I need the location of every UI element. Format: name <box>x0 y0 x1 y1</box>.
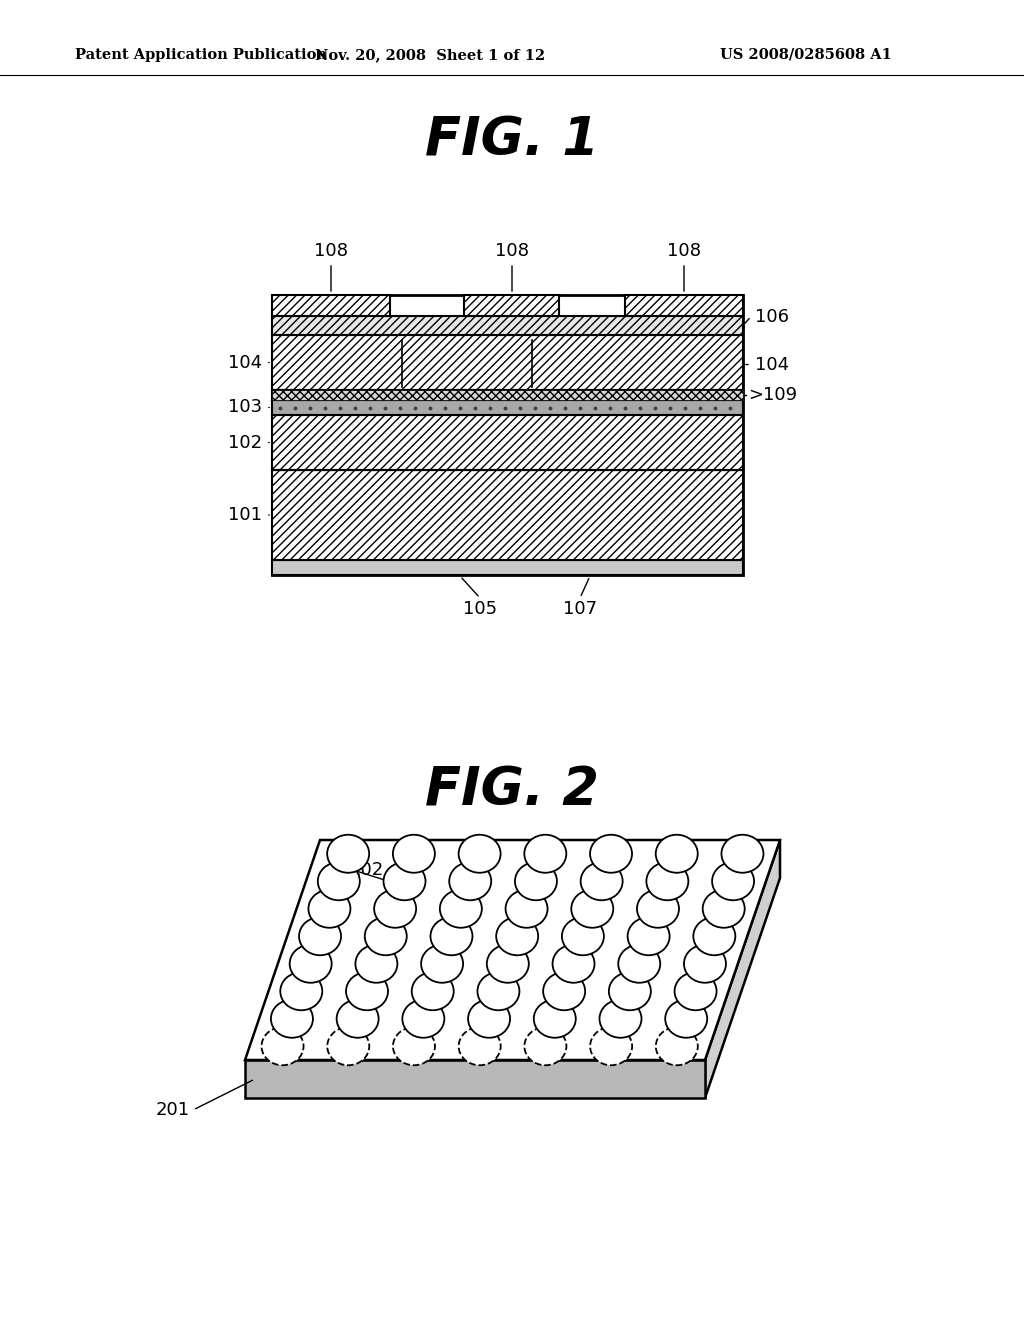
Ellipse shape <box>693 917 735 956</box>
Bar <box>272 294 390 315</box>
Ellipse shape <box>590 834 632 873</box>
Ellipse shape <box>655 1027 697 1065</box>
Bar <box>464 294 559 315</box>
Ellipse shape <box>317 862 359 900</box>
Text: US 2008/0285608 A1: US 2008/0285608 A1 <box>720 48 892 62</box>
Ellipse shape <box>599 999 641 1038</box>
Ellipse shape <box>328 1027 370 1065</box>
Ellipse shape <box>450 862 492 900</box>
Ellipse shape <box>562 917 604 956</box>
Polygon shape <box>245 840 780 1060</box>
Ellipse shape <box>281 973 323 1010</box>
Bar <box>272 414 743 470</box>
Text: 102: 102 <box>228 433 262 451</box>
Text: 105: 105 <box>463 601 497 618</box>
Ellipse shape <box>459 1027 501 1065</box>
Ellipse shape <box>271 999 313 1038</box>
Text: Nov. 20, 2008  Sheet 1 of 12: Nov. 20, 2008 Sheet 1 of 12 <box>314 48 545 62</box>
Ellipse shape <box>440 890 482 928</box>
Ellipse shape <box>430 917 472 956</box>
Polygon shape <box>245 1060 705 1098</box>
Ellipse shape <box>590 1027 632 1065</box>
Ellipse shape <box>524 834 566 873</box>
Ellipse shape <box>299 917 341 956</box>
Polygon shape <box>705 840 780 1098</box>
Text: >109: >109 <box>748 385 797 404</box>
Text: 202: 202 <box>350 861 384 879</box>
Text: 201: 201 <box>156 1101 190 1119</box>
Ellipse shape <box>534 999 575 1038</box>
Ellipse shape <box>261 1027 303 1065</box>
Ellipse shape <box>468 999 510 1038</box>
Ellipse shape <box>646 862 688 900</box>
Ellipse shape <box>655 834 697 873</box>
Ellipse shape <box>702 890 744 928</box>
Text: 108: 108 <box>495 242 529 260</box>
Bar <box>272 470 743 560</box>
Bar <box>272 315 743 335</box>
Text: 106: 106 <box>755 308 790 326</box>
Bar <box>272 389 743 400</box>
Ellipse shape <box>290 945 332 983</box>
Text: 104: 104 <box>228 354 262 371</box>
Bar <box>272 400 743 414</box>
Bar <box>272 560 743 576</box>
Ellipse shape <box>666 999 708 1038</box>
Text: 104: 104 <box>755 355 790 374</box>
Ellipse shape <box>365 917 407 956</box>
Text: 108: 108 <box>667 242 701 260</box>
Ellipse shape <box>581 862 623 900</box>
Ellipse shape <box>543 973 585 1010</box>
Ellipse shape <box>355 945 397 983</box>
Text: 108: 108 <box>314 242 348 260</box>
Text: 101: 101 <box>228 506 262 524</box>
Ellipse shape <box>346 973 388 1010</box>
Ellipse shape <box>722 834 764 873</box>
Ellipse shape <box>393 1027 435 1065</box>
Bar <box>272 335 743 389</box>
Ellipse shape <box>609 973 651 1010</box>
Ellipse shape <box>618 945 660 983</box>
Ellipse shape <box>553 945 595 983</box>
Ellipse shape <box>637 890 679 928</box>
Ellipse shape <box>477 973 519 1010</box>
Text: Patent Application Publication: Patent Application Publication <box>75 48 327 62</box>
Ellipse shape <box>402 999 444 1038</box>
Bar <box>625 294 743 315</box>
Ellipse shape <box>712 862 754 900</box>
Ellipse shape <box>393 834 435 873</box>
Text: 107: 107 <box>563 601 597 618</box>
Ellipse shape <box>506 890 548 928</box>
Ellipse shape <box>628 917 670 956</box>
Ellipse shape <box>684 945 726 983</box>
Ellipse shape <box>412 973 454 1010</box>
Ellipse shape <box>328 834 370 873</box>
Ellipse shape <box>337 999 379 1038</box>
Ellipse shape <box>459 834 501 873</box>
Ellipse shape <box>524 1027 566 1065</box>
Ellipse shape <box>421 945 463 983</box>
Ellipse shape <box>497 917 539 956</box>
Ellipse shape <box>515 862 557 900</box>
Ellipse shape <box>486 945 528 983</box>
Ellipse shape <box>374 890 416 928</box>
Ellipse shape <box>571 890 613 928</box>
Text: FIG. 1: FIG. 1 <box>425 114 599 166</box>
Ellipse shape <box>384 862 426 900</box>
Text: FIG. 2: FIG. 2 <box>425 764 599 816</box>
Ellipse shape <box>675 973 717 1010</box>
Bar <box>272 389 743 400</box>
Ellipse shape <box>308 890 350 928</box>
Bar <box>272 294 743 576</box>
Text: 103: 103 <box>228 399 262 417</box>
